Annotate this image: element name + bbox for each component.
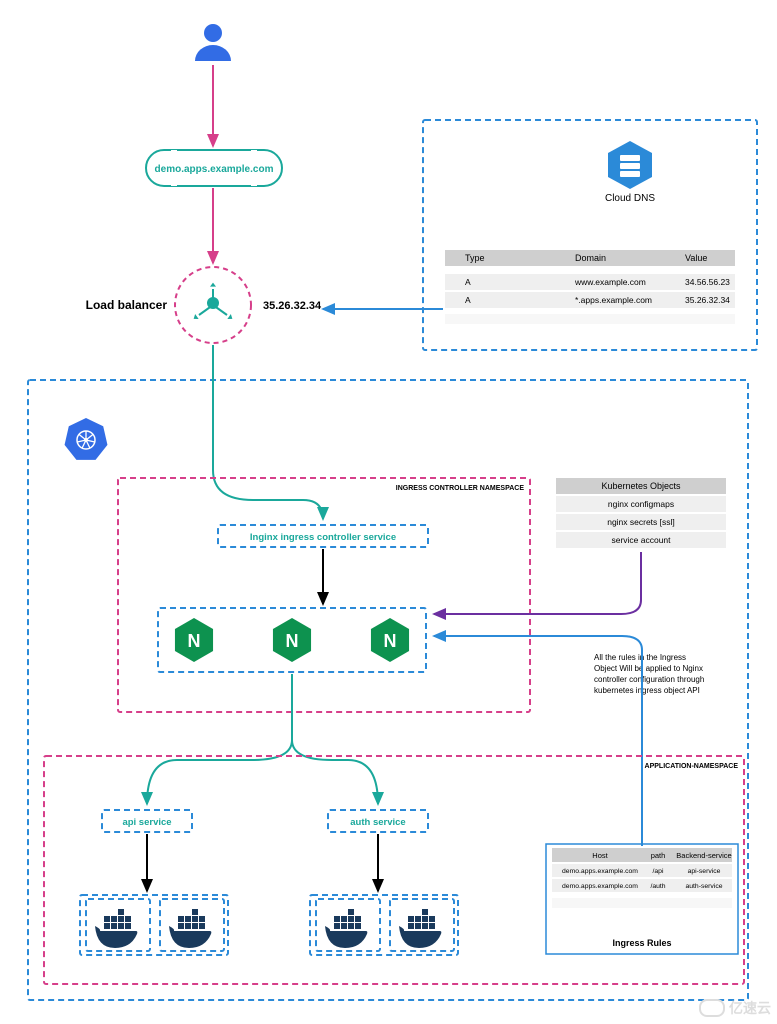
svg-text:/api: /api (653, 868, 664, 875)
svg-text:N: N (286, 631, 299, 651)
svg-text:demo.apps.example.com: demo.apps.example.com (562, 868, 638, 875)
svg-text:*.apps.example.com: *.apps.example.com (575, 295, 652, 305)
svg-text:N: N (188, 631, 201, 651)
svg-text:api-service: api-service (688, 868, 721, 875)
svg-text:www.example.com: www.example.com (574, 277, 646, 287)
svg-text:Backend-service: Backend-service (676, 851, 731, 860)
svg-text:APPLICATION-NAMESPACE: APPLICATION-NAMESPACE (645, 763, 739, 770)
svg-text:Kubernetes Objects: Kubernetes Objects (601, 481, 681, 491)
svg-text:INGRESS CONTROLLER NAMESPACE: INGRESS CONTROLLER NAMESPACE (396, 485, 525, 492)
svg-text:nginx configmaps: nginx configmaps (608, 499, 674, 509)
svg-text:35.26.32.34: 35.26.32.34 (263, 300, 322, 312)
svg-text:Domain: Domain (575, 253, 606, 263)
svg-text:34.56.56.23: 34.56.56.23 (685, 277, 730, 287)
svg-text:All the rules in the Ingress: All the rules in the Ingress (594, 653, 686, 662)
svg-text:kubernetes ingress object API: kubernetes ingress object API (594, 686, 700, 695)
svg-text:controller configuration throu: controller configuration through (594, 675, 704, 684)
svg-text:nginx secrets [ssl]: nginx secrets [ssl] (607, 517, 675, 527)
svg-text:path: path (651, 851, 666, 860)
svg-text:Host: Host (592, 851, 608, 860)
svg-text:Inginx ingress controller serv: Inginx ingress controller service (250, 532, 396, 543)
svg-text:35.26.32.34: 35.26.32.34 (685, 295, 730, 305)
svg-text:demo.apps.example.com: demo.apps.example.com (155, 164, 274, 175)
svg-text:N: N (384, 631, 397, 651)
svg-text:Cloud DNS: Cloud DNS (605, 193, 655, 204)
svg-text:demo.apps.example.com: demo.apps.example.com (562, 883, 638, 890)
svg-text:Value: Value (685, 253, 707, 263)
svg-text:service account: service account (611, 535, 671, 545)
svg-text:auth service: auth service (350, 817, 405, 828)
svg-text:A: A (465, 277, 471, 287)
svg-text:Object Will be applied to Ngin: Object Will be applied to Nginx (594, 664, 703, 673)
svg-text:A: A (465, 295, 471, 305)
svg-text:Load balancer: Load balancer (86, 298, 168, 312)
svg-text:auth-service: auth-service (685, 883, 722, 890)
watermark: 亿速云 (729, 998, 771, 1018)
svg-text:api service: api service (122, 817, 171, 828)
svg-text:Type: Type (465, 253, 485, 263)
svg-text:/auth: /auth (650, 883, 665, 890)
svg-text:Ingress Rules: Ingress Rules (612, 938, 671, 948)
